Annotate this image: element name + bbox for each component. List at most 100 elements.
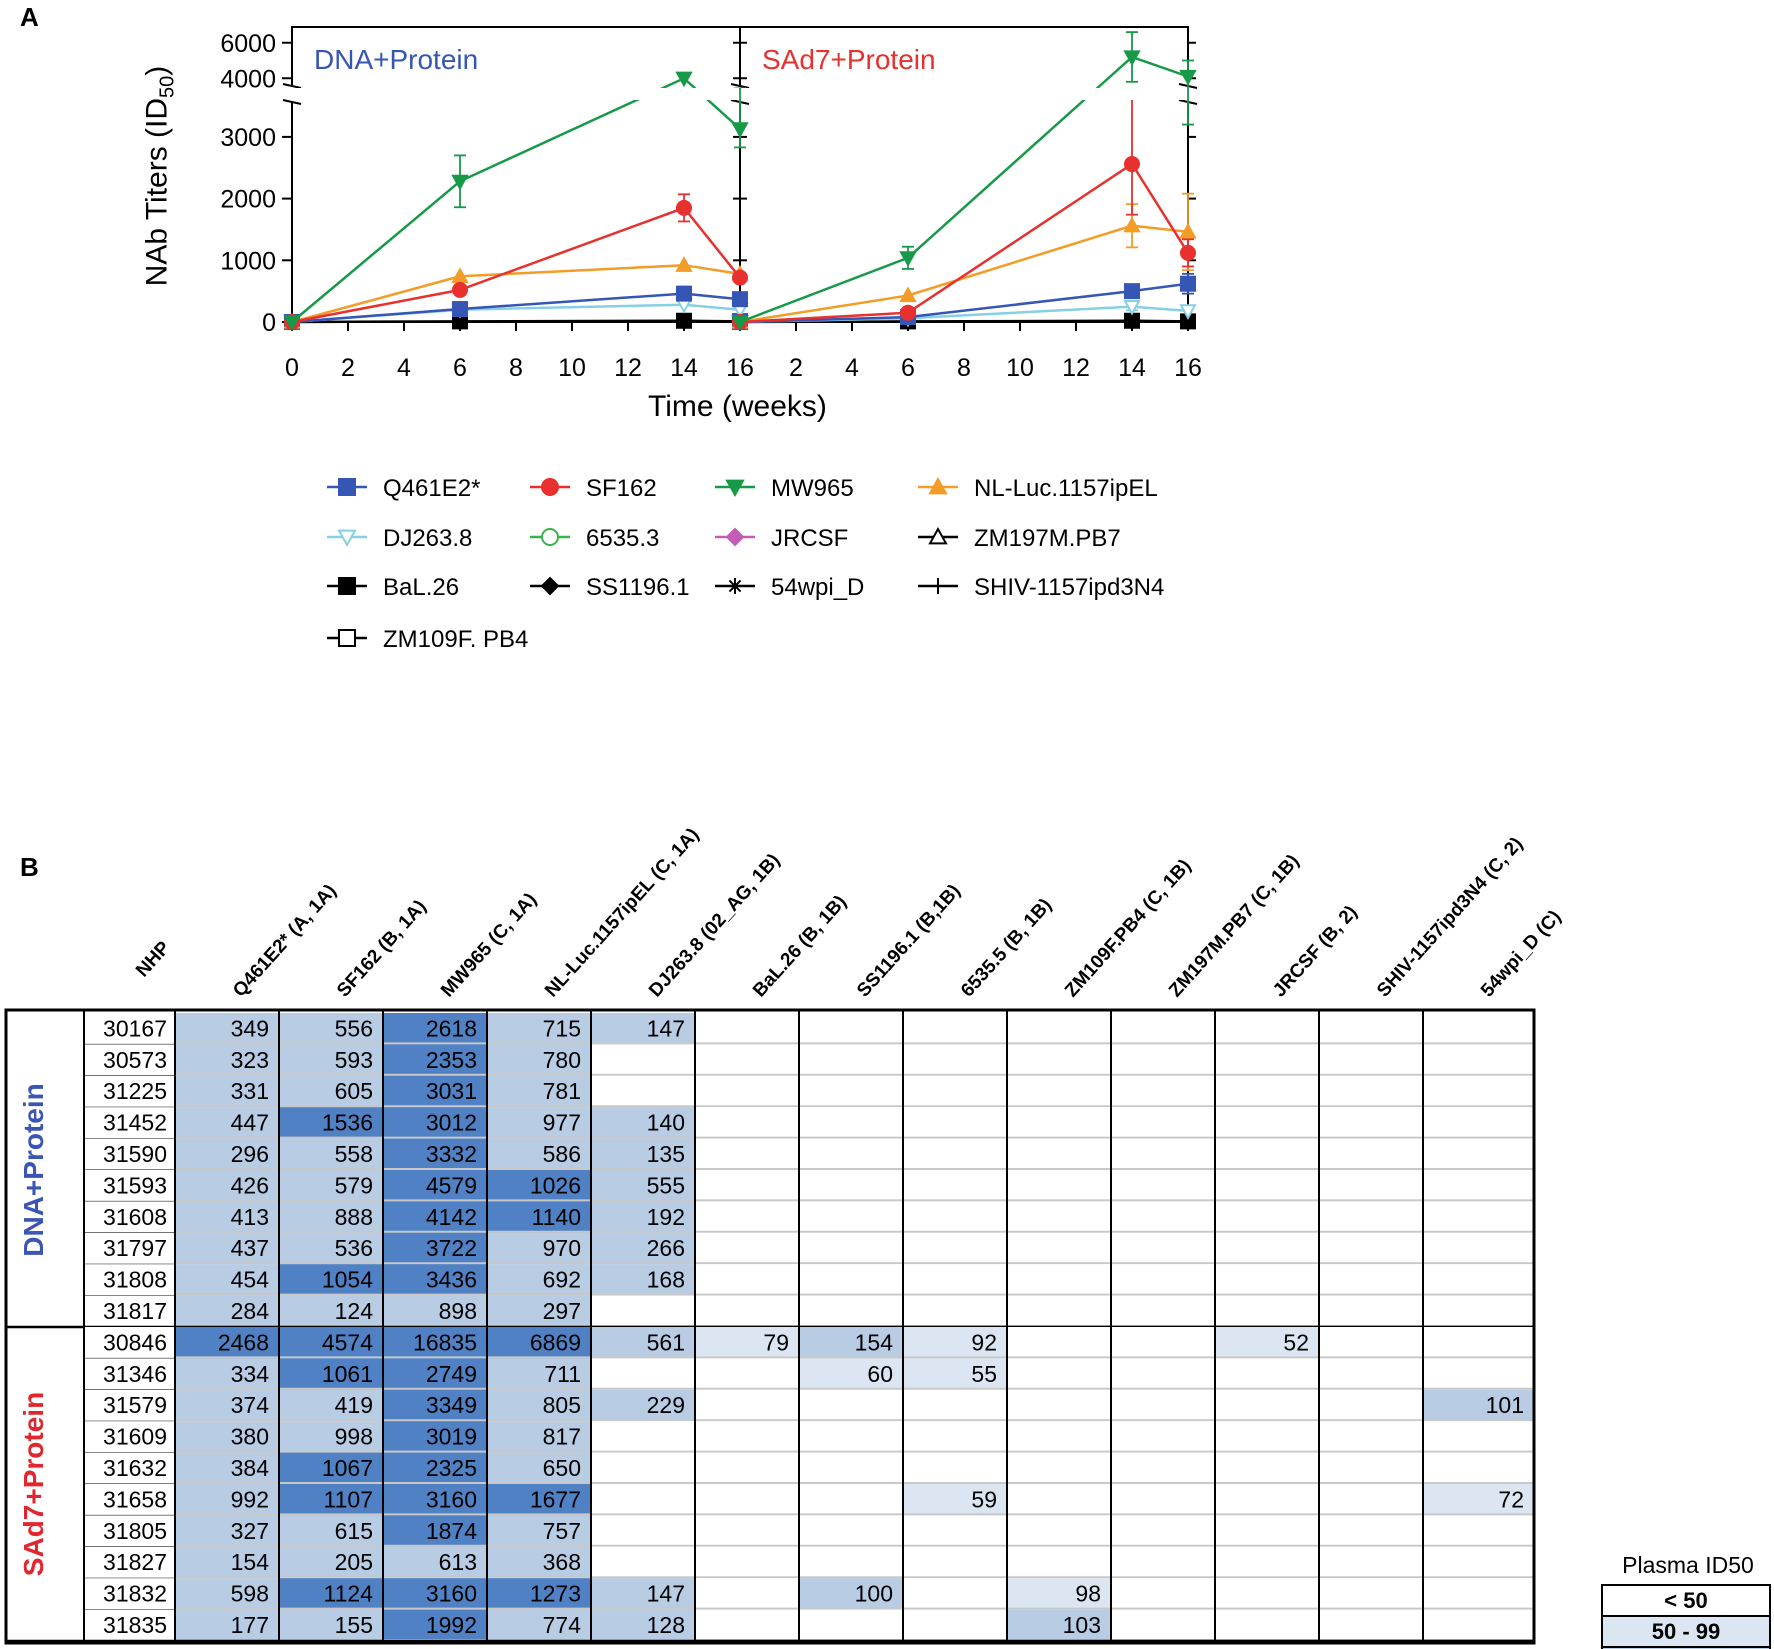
table-frame [4, 1008, 1536, 1645]
table-cell [591, 1232, 695, 1265]
table-cell [591, 1421, 695, 1453]
series-line-sad-SF162 [739, 162, 1190, 324]
x-tick-label: 16 [726, 354, 754, 382]
table-cell [695, 1452, 799, 1484]
legend-label: SS1196.1 [586, 574, 690, 601]
cell-value: 2749 [426, 1361, 477, 1387]
data-point-dna-SF162 [452, 281, 468, 298]
table-cell [903, 1515, 1007, 1547]
legend-item-ZM197: ZM197M.PB7 [918, 525, 1121, 552]
legend-item-6535: 6535.3 [530, 525, 659, 552]
table-header-col: SS1196.1 (B,1B) [853, 881, 965, 1002]
cell-value: 140 [647, 1110, 685, 1136]
table-cell [383, 1327, 487, 1359]
table-cell [1319, 1044, 1423, 1076]
table-cell [1423, 1044, 1534, 1076]
legend-item-BaL26: BaL.26 [327, 574, 459, 601]
cell-value: 558 [335, 1141, 373, 1167]
table-cell [799, 1044, 903, 1076]
table-cell [1111, 1295, 1215, 1327]
legend-item-Q461E2: Q461E2* [327, 475, 480, 502]
nhp-cell [84, 1546, 175, 1579]
data-point-sad-BaL26 [1124, 312, 1140, 329]
legend-marker [541, 528, 559, 546]
x-tick-label: 8 [509, 354, 523, 382]
nhp-cell [84, 1421, 175, 1453]
table-cell [175, 1013, 279, 1045]
table-cell [1215, 1484, 1319, 1516]
series-sad-NLLuc [731, 192, 1197, 329]
nhp-id: 31808 [103, 1267, 167, 1293]
table-cell [383, 1044, 487, 1076]
cell-value: 426 [231, 1172, 269, 1198]
table-cell [799, 1295, 903, 1327]
table-cell [695, 1170, 799, 1202]
table-cell [1319, 1452, 1423, 1484]
table-cell [1423, 1327, 1534, 1359]
legend-marker [725, 527, 745, 547]
table-cell [279, 1170, 383, 1202]
table-cell [903, 1044, 1007, 1076]
table-cell [1007, 1452, 1111, 1484]
cell-value: 615 [335, 1518, 373, 1544]
table-cell [799, 1484, 903, 1516]
legend-range: < 50 [1664, 1588, 1707, 1613]
cell-value: 692 [543, 1267, 581, 1293]
table-cell [1111, 1609, 1215, 1641]
table-cell [1423, 1295, 1534, 1327]
table-cell [279, 1107, 383, 1139]
table-cell [1007, 1264, 1111, 1296]
table-header-col: JRCSF (B, 2) [1269, 902, 1362, 1002]
table-cell [1007, 1546, 1111, 1579]
cell-value: 447 [231, 1110, 269, 1136]
cell-value: 334 [231, 1361, 270, 1387]
legend-item-ZM109: ZM109F. PB4 [327, 626, 528, 653]
cell-value: 3436 [426, 1267, 477, 1293]
nhp-cell [84, 1452, 175, 1484]
nhp-id: 31579 [103, 1392, 167, 1418]
table-cell [175, 1138, 279, 1170]
table-cell [383, 1389, 487, 1422]
table-cell [175, 1044, 279, 1076]
table-cell [279, 1044, 383, 1076]
x-tick-label: 14 [1118, 354, 1146, 382]
series-sad-SF162 [732, 88, 1196, 330]
cell-value: 715 [543, 1015, 581, 1041]
table-cell [1215, 1107, 1319, 1139]
cell-value: 977 [543, 1110, 581, 1136]
nhp-cell [84, 1609, 175, 1641]
nhp-cell [84, 1484, 175, 1516]
x-tick-label: 10 [1006, 354, 1034, 382]
table-cell [1111, 1013, 1215, 1045]
nhp-id: 31608 [103, 1204, 167, 1230]
legend-label: Q461E2* [383, 475, 480, 502]
table-cell [1423, 1107, 1534, 1139]
data-point-dna-Q461E2 [732, 291, 748, 308]
break-middle-mark-1 [730, 83, 750, 89]
table-cell [487, 1201, 591, 1233]
nhp-cell [84, 1107, 175, 1139]
legend-label: 6535.3 [586, 525, 659, 552]
table-cell [1319, 1201, 1423, 1233]
table-cell [799, 1609, 903, 1641]
cell-value: 556 [335, 1015, 373, 1041]
table-cell [487, 1107, 591, 1139]
series-line-sad-Q461E2 [739, 282, 1189, 324]
legend-swatch [1601, 1646, 1771, 1649]
table-cell [1215, 1232, 1319, 1265]
legend-marker [928, 476, 948, 495]
nhp-id: 31797 [103, 1235, 167, 1261]
table-cell [487, 1170, 591, 1202]
table-cell [1423, 1452, 1534, 1484]
table-cell [1111, 1075, 1215, 1108]
table-cell [695, 1327, 799, 1359]
table-cell [383, 1264, 487, 1296]
table-cell [175, 1201, 279, 1233]
table-cell [175, 1170, 279, 1202]
series-line-dna-SF162 [291, 206, 741, 324]
table-cell [383, 1358, 487, 1390]
table-cell [1111, 1327, 1215, 1359]
cell-value: 384 [231, 1455, 270, 1481]
table-cell [1423, 1358, 1534, 1390]
table-cell [695, 1264, 799, 1296]
